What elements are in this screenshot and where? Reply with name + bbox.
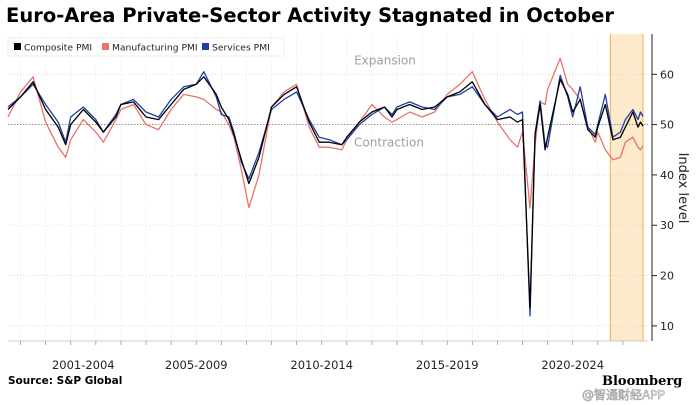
x-tick-label: 2001-2004 bbox=[52, 358, 115, 372]
annotation-expansion: Expansion bbox=[354, 54, 416, 68]
annotation-contraction: Contraction bbox=[354, 136, 424, 150]
legend-swatch bbox=[14, 43, 21, 50]
chart-title: Euro-Area Private-Sector Activity Stagna… bbox=[6, 4, 614, 27]
annotations: Expansion Contraction bbox=[354, 54, 424, 150]
axes: 10 20 30 40 50 60 Index level 2001-2004 2005-200… bbox=[8, 34, 690, 372]
legend-label: Composite PMI bbox=[24, 43, 92, 54]
gridlines bbox=[8, 34, 648, 341]
y-tick-label: 10 bbox=[660, 320, 674, 333]
series-lines bbox=[7, 57, 644, 317]
legend-box bbox=[7, 37, 285, 57]
x-tick-label: 2020-2024 bbox=[541, 358, 604, 372]
legend-label: Services PMI bbox=[212, 43, 270, 54]
y-tick-label: 30 bbox=[660, 219, 674, 232]
y-tick-label: 60 bbox=[660, 68, 674, 81]
watermark: @智通财经APP bbox=[582, 387, 665, 402]
legend-swatch bbox=[202, 43, 209, 50]
x-tick-label: 2010-2014 bbox=[290, 358, 353, 372]
series-line-services-pmi bbox=[7, 71, 644, 317]
y-tick-label: 20 bbox=[660, 270, 674, 283]
legend-swatch bbox=[102, 43, 109, 50]
series-line-manufacturing-pmi bbox=[7, 57, 644, 209]
source-note: Source: S&P Global bbox=[8, 375, 122, 387]
y-tick-label: 50 bbox=[660, 119, 674, 132]
legend: Composite PMI Manufacturing PMI Services P… bbox=[7, 37, 285, 57]
series-line-composite-pmi bbox=[7, 76, 644, 309]
x-tick-label: 2005-2009 bbox=[165, 358, 228, 372]
x-tick-label: 2015-2019 bbox=[416, 358, 479, 372]
bloomberg-logo: Bloomberg bbox=[602, 374, 682, 389]
shaded-region-layer bbox=[609, 34, 644, 341]
legend-label: Manufacturing PMI bbox=[112, 43, 198, 54]
y-tick-label: 40 bbox=[660, 169, 674, 182]
shaded-region bbox=[610, 34, 643, 341]
footer: Source: S&P Global Bloomberg@智通财经APP bbox=[8, 374, 682, 402]
y-axis-label: Index level bbox=[675, 153, 690, 224]
